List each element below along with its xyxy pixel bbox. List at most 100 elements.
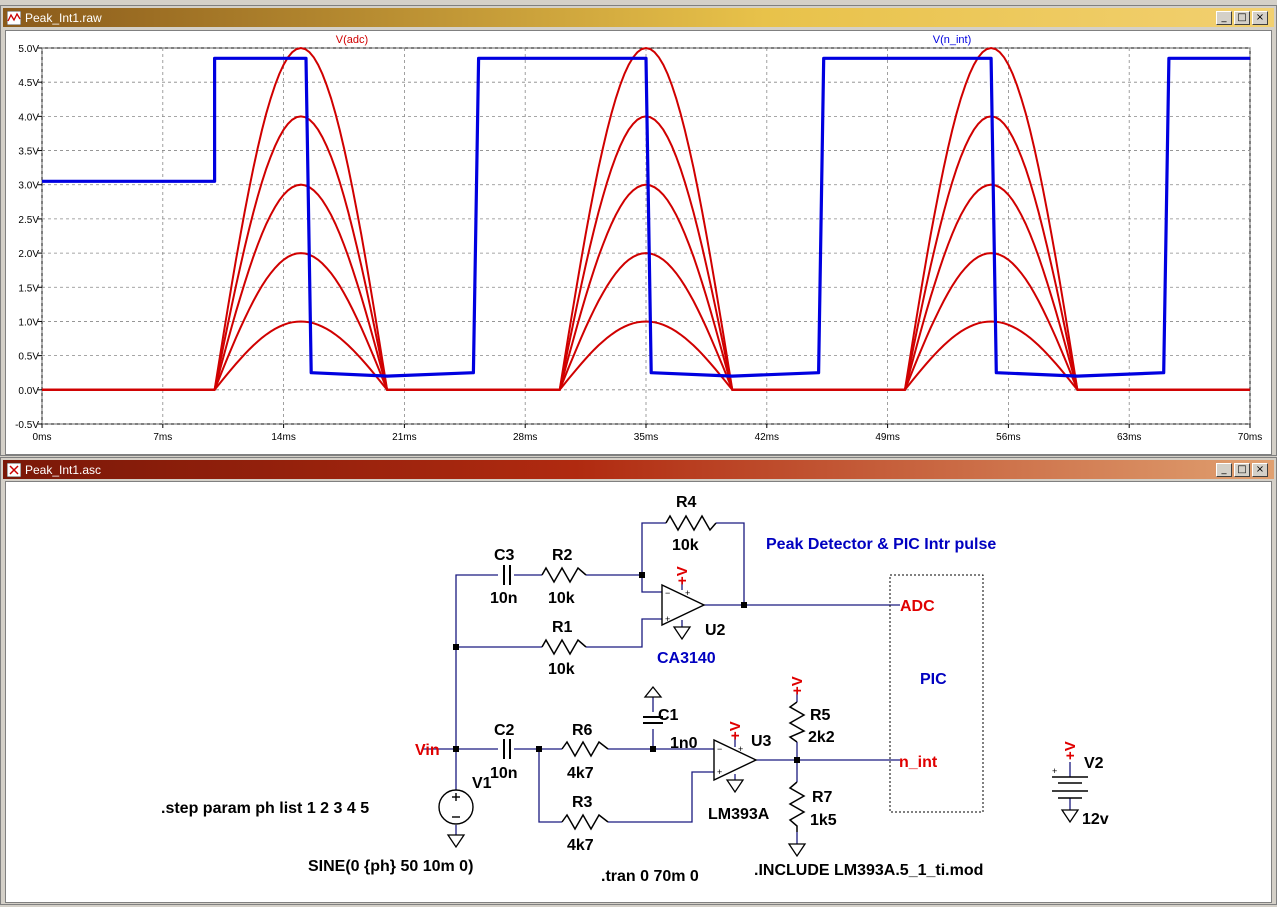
svg-text:+: + bbox=[738, 744, 743, 754]
val-c3: 10n bbox=[490, 590, 518, 607]
schematic-icon bbox=[7, 462, 21, 477]
val-c2: 10n bbox=[490, 765, 518, 782]
resistor-symbols bbox=[541, 514, 806, 832]
ref-u2: U2 bbox=[705, 622, 726, 639]
net-vin: Vin bbox=[415, 742, 440, 759]
supply-labels: +V +V +V +V bbox=[674, 566, 1079, 760]
svg-text:+: + bbox=[665, 614, 670, 624]
x-tick-label: 28ms bbox=[513, 432, 537, 443]
x-axis-ticks: 0ms 7ms 14ms 21ms 28ms 35ms 42ms 49ms 56ms 63ms 70… bbox=[33, 424, 1262, 443]
ref-r6: R6 bbox=[572, 722, 593, 739]
svg-text:+: + bbox=[1052, 766, 1057, 776]
schematic-titlebar[interactable]: Peak_Int1.asc _ □ × bbox=[3, 460, 1274, 479]
y-tick-label: 4.0V bbox=[18, 112, 39, 123]
x-tick-label: 70ms bbox=[1238, 432, 1262, 443]
y-tick-label: 5.0V bbox=[18, 44, 39, 55]
battery-v2: + bbox=[1052, 766, 1088, 799]
schematic-canvas[interactable]: − + + − + + bbox=[5, 481, 1272, 903]
x-tick-label: 49ms bbox=[875, 432, 899, 443]
y-tick-label: 3.5V bbox=[18, 147, 39, 158]
waveform-icon bbox=[7, 10, 21, 25]
plot-titlebar[interactable]: Peak_Int1.raw _ □ × bbox=[3, 8, 1274, 27]
step-directive: .step param ph list 1 2 3 4 5 bbox=[161, 800, 369, 817]
schematic-window-title: Peak_Int1.asc bbox=[25, 462, 102, 477]
resistor-r3 bbox=[561, 813, 609, 831]
close-button[interactable]: × bbox=[1252, 463, 1268, 477]
svg-text:+V: +V bbox=[674, 566, 691, 585]
y-tick-label: 4.5V bbox=[18, 78, 39, 89]
chart-traces bbox=[42, 46, 1250, 391]
ground-symbols bbox=[446, 626, 1080, 858]
maximize-button[interactable]: □ bbox=[1234, 11, 1250, 25]
svg-text:+: + bbox=[717, 767, 722, 777]
ref-r4: R4 bbox=[676, 494, 697, 511]
resistor-r5 bbox=[788, 701, 806, 743]
svg-text:+: + bbox=[685, 588, 690, 598]
val-u3: LM393A bbox=[708, 806, 770, 823]
tran-directive: .tran 0 70m 0 bbox=[601, 868, 699, 885]
plot-window: Peak_Int1.raw _ □ × 5.0V 4.5V 4.0V 3.5V 3.0V… bbox=[0, 5, 1277, 456]
pic-block[interactable] bbox=[889, 574, 984, 813]
svg-text:+V: +V bbox=[727, 721, 744, 740]
wires bbox=[422, 522, 1071, 844]
svg-text:+V: +V bbox=[789, 676, 806, 695]
val-r4: 10k bbox=[672, 537, 699, 554]
resistor-r6 bbox=[561, 740, 609, 758]
val-u2: CA3140 bbox=[657, 650, 716, 667]
x-tick-label: 21ms bbox=[392, 432, 416, 443]
val-r1: 10k bbox=[548, 661, 575, 678]
val-r6: 4k7 bbox=[567, 765, 594, 782]
x-tick-label: 63ms bbox=[1117, 432, 1141, 443]
y-axis-ticks: 5.0V 4.5V 4.0V 3.5V 3.0V 2.5V 2.0V 1.5V 1.0V 0.5V… bbox=[15, 44, 42, 431]
x-tick-label: 14ms bbox=[271, 432, 295, 443]
ref-r7: R7 bbox=[812, 789, 833, 806]
blue-labels: Peak Detector & PIC Intr pulse CA3140 PI… bbox=[657, 536, 996, 688]
x-tick-label: 7ms bbox=[153, 432, 172, 443]
close-button[interactable]: × bbox=[1252, 11, 1268, 25]
val-r2: 10k bbox=[548, 590, 575, 607]
svg-text:+V: +V bbox=[1062, 741, 1079, 760]
resistor-r1 bbox=[541, 638, 587, 656]
schematic-title-text: Peak Detector & PIC Intr pulse bbox=[766, 536, 996, 553]
y-tick-label: 3.0V bbox=[18, 181, 39, 192]
y-tick-label: -0.5V bbox=[15, 420, 39, 431]
y-tick-label: 1.5V bbox=[18, 283, 39, 294]
net-labels: ADC n_int Vin bbox=[415, 598, 938, 771]
opamp-u2 bbox=[661, 583, 706, 627]
opamp-symbols bbox=[661, 583, 758, 782]
trace-label-adc[interactable]: V(adc) bbox=[336, 34, 368, 46]
val-c1: 1n0 bbox=[670, 735, 698, 752]
minimize-button[interactable]: _ bbox=[1216, 463, 1232, 477]
resistor-r4 bbox=[665, 514, 717, 532]
trace-adc-step-1 bbox=[42, 320, 1250, 391]
waveform-chart[interactable]: 5.0V 4.5V 4.0V 3.5V 3.0V 2.5V 2.0V 1.5V 1.0V 0.5V… bbox=[6, 31, 1273, 454]
minimize-button[interactable]: _ bbox=[1216, 11, 1232, 25]
ref-c3: C3 bbox=[494, 547, 515, 564]
ref-v1: V1 bbox=[472, 775, 492, 792]
plot-window-title: Peak_Int1.raw bbox=[25, 10, 102, 25]
plot-pane[interactable]: 5.0V 4.5V 4.0V 3.5V 3.0V 2.5V 2.0V 1.5V 1.0V 0.5V… bbox=[5, 30, 1272, 455]
x-tick-label: 0ms bbox=[33, 432, 52, 443]
opamp-pin-marks: − + + − + + bbox=[665, 588, 743, 777]
y-tick-label: 0.0V bbox=[18, 386, 39, 397]
maximize-button[interactable]: □ bbox=[1234, 463, 1250, 477]
y-tick-label: 2.0V bbox=[18, 249, 39, 260]
ref-c1: C1 bbox=[658, 707, 679, 724]
svg-text:−: − bbox=[717, 744, 722, 754]
schematic-drawing[interactable]: − + + − + + bbox=[6, 482, 1273, 902]
component-labels: R4 10k C3 10n R2 10k R1 10k U2 C2 10n R6… bbox=[161, 494, 1109, 885]
trace-adc-step-2 bbox=[42, 252, 1250, 391]
y-tick-label: 0.5V bbox=[18, 352, 39, 363]
x-tick-label: 42ms bbox=[755, 432, 779, 443]
pic-label: PIC bbox=[920, 671, 947, 688]
resistor-r2 bbox=[541, 566, 587, 584]
trace-n-int bbox=[42, 56, 1250, 378]
net-adc: ADC bbox=[900, 598, 935, 615]
svg-text:−: − bbox=[665, 588, 670, 598]
sine-source-value: SINE(0 {ph} 50 10m 0) bbox=[308, 858, 473, 875]
x-tick-label: 56ms bbox=[996, 432, 1020, 443]
ref-c2: C2 bbox=[494, 722, 515, 739]
trace-label-n-int[interactable]: V(n_int) bbox=[933, 34, 972, 46]
y-tick-label: 1.0V bbox=[18, 317, 39, 328]
ref-v2: V2 bbox=[1084, 755, 1104, 772]
